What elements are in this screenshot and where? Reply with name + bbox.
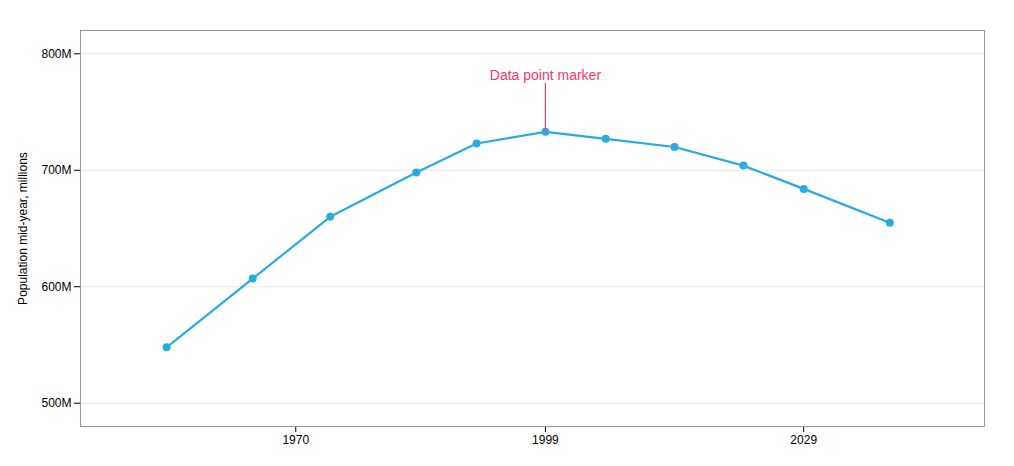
svg-text:800M: 800M — [41, 47, 71, 61]
svg-text:Population mid-year, millions: Population mid-year, millions — [16, 152, 30, 305]
svg-text:2029: 2029 — [790, 433, 817, 447]
svg-text:500M: 500M — [41, 396, 71, 410]
svg-text:700M: 700M — [41, 163, 71, 177]
svg-text:1970: 1970 — [282, 433, 309, 447]
svg-text:1999: 1999 — [532, 433, 559, 447]
svg-text:600M: 600M — [41, 280, 71, 294]
svg-text:Data point marker: Data point marker — [490, 67, 602, 83]
